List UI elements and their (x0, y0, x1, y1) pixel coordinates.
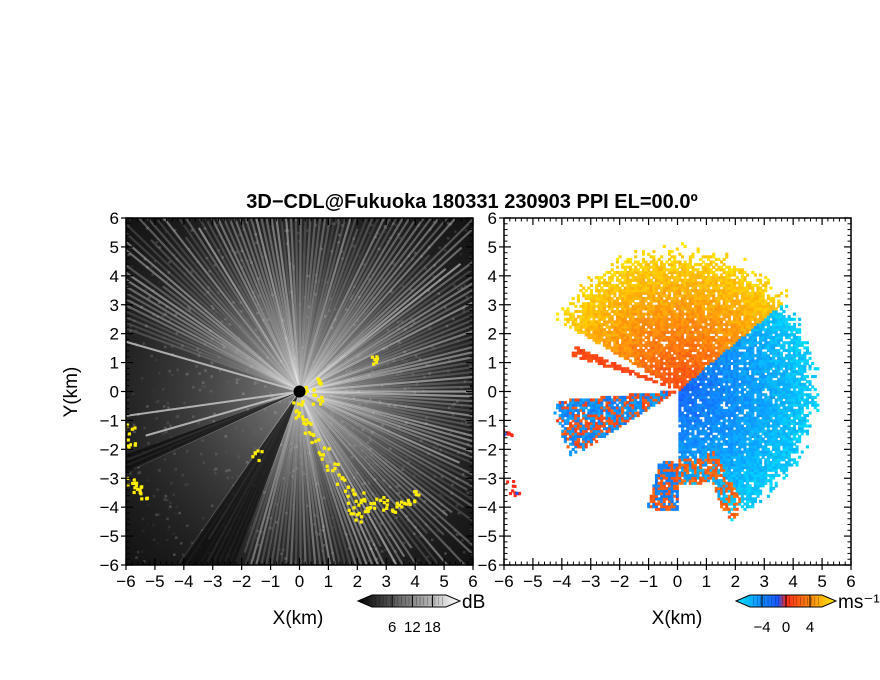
colorbar-velocity-unit: ms⁻¹ (838, 592, 880, 613)
y-tick-label: −6 (100, 556, 119, 575)
y-tick-label: 3 (488, 296, 497, 315)
colorbar-tick-label: 18 (424, 619, 441, 636)
y-tick-label: −1 (478, 411, 497, 430)
y-tick-label: −2 (478, 440, 497, 459)
y-tick-label: 2 (488, 325, 497, 344)
y-tick-label: −5 (100, 527, 119, 546)
x-tick-label: 5 (817, 572, 826, 591)
x-tick-label: 3 (760, 572, 769, 591)
y-axis-label: Y(km) (61, 367, 82, 418)
x-tick-label: 5 (439, 572, 448, 591)
velocity-pixels (504, 242, 820, 522)
velocity-colorbar: −4 0 4 ms⁻¹ (734, 592, 880, 636)
x-tick-label: 3 (382, 572, 391, 591)
y-tick-label: 2 (110, 325, 119, 344)
colorbar-reflectivity-unit: dB (462, 592, 485, 613)
y-tick-label: −5 (478, 527, 497, 546)
y-tick-label: −3 (478, 469, 497, 488)
x-tick-label: −1 (639, 572, 658, 591)
x-tick-label: −4 (174, 572, 193, 591)
x-tick-label: −1 (261, 572, 280, 591)
x-tick-label: 2 (731, 572, 740, 591)
colorbar-tick-label: 4 (806, 619, 814, 636)
y-tick-label: 1 (110, 354, 119, 373)
x-tick-label: −5 (523, 572, 542, 591)
x-tick-label: −6 (116, 572, 135, 591)
x-axis-label: X(km) (273, 608, 324, 629)
x-tick-label: 6 (846, 572, 855, 591)
y-tick-label: −3 (100, 469, 119, 488)
x-tick-label: −6 (494, 572, 513, 591)
radar-site-marker (293, 385, 306, 398)
y-tick-label: −2 (100, 440, 119, 459)
y-tick-label: 0 (488, 383, 497, 402)
x-tick-label: 4 (788, 572, 797, 591)
x-tick-label: 0 (673, 572, 682, 591)
reflectivity-colorbar: 6 12 18 dB (356, 592, 485, 636)
colorbar-tick-label: 6 (388, 619, 396, 636)
colorbar-tick-label: 0 (782, 619, 790, 636)
x-tick-label: 4 (410, 572, 419, 591)
x-tick-label: 6 (468, 572, 477, 591)
x-tick-label: −2 (232, 572, 251, 591)
y-tick-label: 5 (110, 238, 119, 257)
y-tick-label: 6 (488, 209, 497, 228)
y-tick-label: 0 (110, 383, 119, 402)
x-tick-label: 0 (295, 572, 304, 591)
colorbar-tick-label: 12 (404, 619, 421, 636)
x-tick-label: −5 (145, 572, 164, 591)
clutter-echoes (126, 355, 421, 524)
x-tick-label: 1 (324, 572, 333, 591)
x-axis-label-velocity: X(km) (652, 608, 703, 629)
colorbar-tick-label: −4 (753, 619, 770, 636)
y-tick-label: −4 (478, 498, 497, 517)
y-tick-label: 4 (110, 267, 119, 286)
x-tick-label: −4 (552, 572, 571, 591)
x-tick-label: −3 (581, 572, 600, 591)
y-tick-label: −6 (478, 556, 497, 575)
y-tick-label: 4 (488, 267, 497, 286)
y-tick-label: 6 (110, 209, 119, 228)
y-tick-label: 3 (110, 296, 119, 315)
chart-title: 3D−CDL@Fukuoka 180331 230903 PPI EL=00.0… (246, 191, 698, 213)
y-tick-label: −1 (100, 411, 119, 430)
y-tick-label: −4 (100, 498, 119, 517)
x-tick-label: −3 (203, 572, 222, 591)
x-tick-label: 2 (353, 572, 362, 591)
y-tick-label: 5 (488, 238, 497, 257)
x-tick-label: 1 (702, 572, 711, 591)
y-tick-label: 1 (488, 354, 497, 373)
x-tick-label: −2 (610, 572, 629, 591)
